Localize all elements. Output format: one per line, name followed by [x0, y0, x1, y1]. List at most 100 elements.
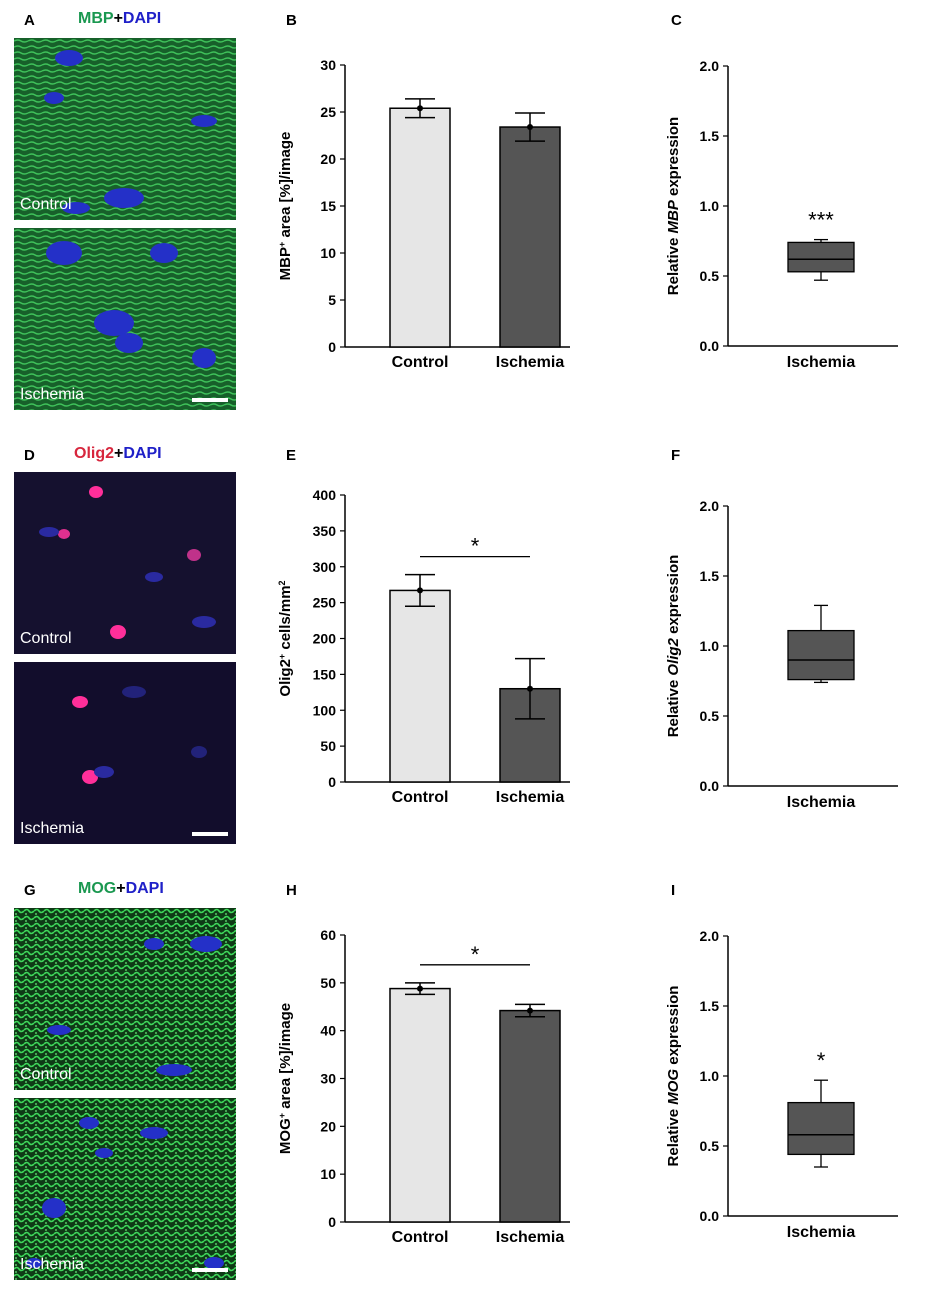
significance-marker: *** — [808, 208, 834, 233]
bar-ischemia — [499, 1009, 561, 1223]
y-tick-label: 1.0 — [700, 638, 720, 654]
y-tick-label: 0.5 — [700, 268, 720, 284]
y-tick-label: 20 — [320, 1118, 336, 1134]
stain-dapi-d: DAPI — [123, 445, 162, 462]
significance-marker: * — [471, 534, 480, 559]
mean-point — [527, 1007, 533, 1014]
y-tick-label: 20 — [320, 151, 336, 167]
micrograph-g-ischemia-image — [14, 1098, 236, 1280]
y-tick-label: 1.5 — [700, 998, 720, 1014]
y-axis-label: MBP+ area [%]/image — [277, 132, 294, 281]
significance-marker: * — [471, 942, 480, 967]
bar-control — [389, 107, 451, 348]
y-tick-label: 0 — [328, 1214, 336, 1230]
x-tick-label: Ischemia — [496, 789, 565, 806]
y-tick-label: 1.0 — [700, 1068, 720, 1084]
micrograph-g-ischemia: Ischemia — [14, 1098, 236, 1280]
y-tick-label: 0.0 — [700, 1208, 720, 1224]
y-tick-label: 0.0 — [700, 338, 720, 354]
y-tick-label: 200 — [313, 631, 337, 647]
x-tick-label: Control — [392, 354, 449, 371]
y-tick-label: 30 — [320, 1071, 336, 1087]
panel-letter-f: F — [671, 447, 681, 464]
y-axis-label: Relative MOG expression — [665, 986, 682, 1167]
stain-marker-a: MBP — [78, 10, 114, 27]
panel-letter-i: I — [671, 882, 676, 899]
panel-letter-g: G — [24, 882, 36, 899]
micrograph-a: Control Ischemia — [14, 38, 236, 410]
y-tick-label: 25 — [320, 104, 336, 120]
micrograph-a-ischemia: Ischemia — [14, 228, 236, 410]
y-tick-label: 0.5 — [700, 1138, 720, 1154]
y-tick-label: 100 — [313, 702, 337, 718]
y-tick-label: 0 — [328, 774, 336, 790]
micrograph-g-control: Control — [14, 908, 236, 1090]
scale-bar-d — [192, 832, 228, 836]
micrograph-a-control: Control — [14, 38, 236, 220]
y-tick-label: 50 — [320, 975, 336, 991]
scale-bar-a — [192, 398, 228, 402]
x-tick-label: Ischemia — [787, 1224, 856, 1241]
x-tick-label: Control — [392, 1229, 449, 1246]
stain-plus-a: + — [113, 10, 123, 27]
y-tick-label: 60 — [320, 927, 336, 943]
caption-d-control: Control — [20, 630, 72, 647]
y-tick-label: 1.5 — [700, 128, 720, 144]
significance-marker: * — [817, 1048, 826, 1073]
mean-point — [527, 124, 533, 131]
micrograph-g-control-image — [14, 908, 236, 1090]
stain-title-d: Olig2+DAPI — [74, 445, 162, 463]
box-plot-c: 0.0 0.5 1.0 1.5 2.0 Relative MBP expression Is… — [665, 58, 898, 371]
scale-bar-g — [192, 1268, 228, 1272]
y-tick-label: 350 — [313, 523, 337, 539]
stain-plus-g: + — [116, 880, 126, 897]
stain-title-a: MBP+DAPI — [78, 10, 161, 28]
panel-letter-h: H — [286, 882, 297, 899]
mean-point — [417, 587, 423, 594]
y-tick-label: 50 — [320, 738, 336, 754]
box — [787, 1101, 855, 1156]
micrograph-a-control-image — [14, 38, 236, 220]
y-axis-label: MOG+ area [%]/image — [277, 1003, 294, 1154]
box-plot-i: 0.0 0.5 1.0 1.5 2.0 Relative MOG expression Is… — [665, 928, 898, 1241]
bar-ischemia — [499, 126, 561, 348]
box-plot-f: 0.0 0.5 1.0 1.5 2.0 Relative Olig2 expression… — [665, 498, 898, 811]
mean-point — [417, 105, 423, 112]
bar-control — [389, 589, 451, 783]
y-tick-label: 2.0 — [700, 58, 720, 74]
micrograph-d-control: Control — [14, 472, 236, 654]
panel-letter-a: A — [24, 12, 35, 29]
micrograph-d-ischemia: Ischemia — [14, 662, 236, 844]
micrograph-a-ischemia-image — [14, 228, 236, 410]
box — [787, 241, 855, 273]
y-tick-label: 250 — [313, 595, 337, 611]
mean-point — [417, 985, 423, 992]
bar-chart-b: 0 5 10 15 20 25 30 MBP+ area [%]/image Control Is… — [277, 57, 570, 371]
y-axis-label: Relative MBP expression — [665, 117, 682, 295]
caption-g-ischemia: Ischemia — [20, 1256, 85, 1273]
x-tick-label: Ischemia — [787, 354, 856, 371]
stain-marker-d: Olig2 — [74, 445, 115, 462]
y-tick-label: 0 — [328, 339, 336, 355]
y-tick-label: 10 — [320, 245, 336, 261]
x-tick-label: Ischemia — [496, 1229, 565, 1246]
y-tick-label: 2.0 — [700, 928, 720, 944]
micrograph-d-ischemia-image — [14, 662, 236, 844]
micrograph-d: Control Ischemia — [14, 472, 236, 844]
y-axis-label: Relative Olig2 expression — [665, 555, 682, 738]
y-tick-label: 10 — [320, 1166, 336, 1182]
panel-letter-b: B — [286, 12, 297, 29]
bar-chart-h: 0 10 20 30 40 50 60 MOG+ area [%]/image Control I… — [277, 927, 570, 1246]
panel-letter-d: D — [24, 447, 35, 464]
caption-a-control: Control — [20, 196, 72, 213]
micrograph-g: Control Ischemia — [14, 908, 236, 1280]
y-tick-label: 150 — [313, 666, 337, 682]
y-tick-label: 30 — [320, 57, 336, 73]
mean-point — [527, 685, 533, 692]
caption-g-control: Control — [20, 1066, 72, 1083]
panel-letter-e: E — [286, 447, 297, 464]
stain-dapi-a: DAPI — [122, 10, 162, 27]
y-tick-label: 40 — [320, 1023, 336, 1039]
y-axis-label: Olig2+ cells/mm2 — [277, 580, 294, 696]
y-tick-label: 2.0 — [700, 498, 720, 514]
